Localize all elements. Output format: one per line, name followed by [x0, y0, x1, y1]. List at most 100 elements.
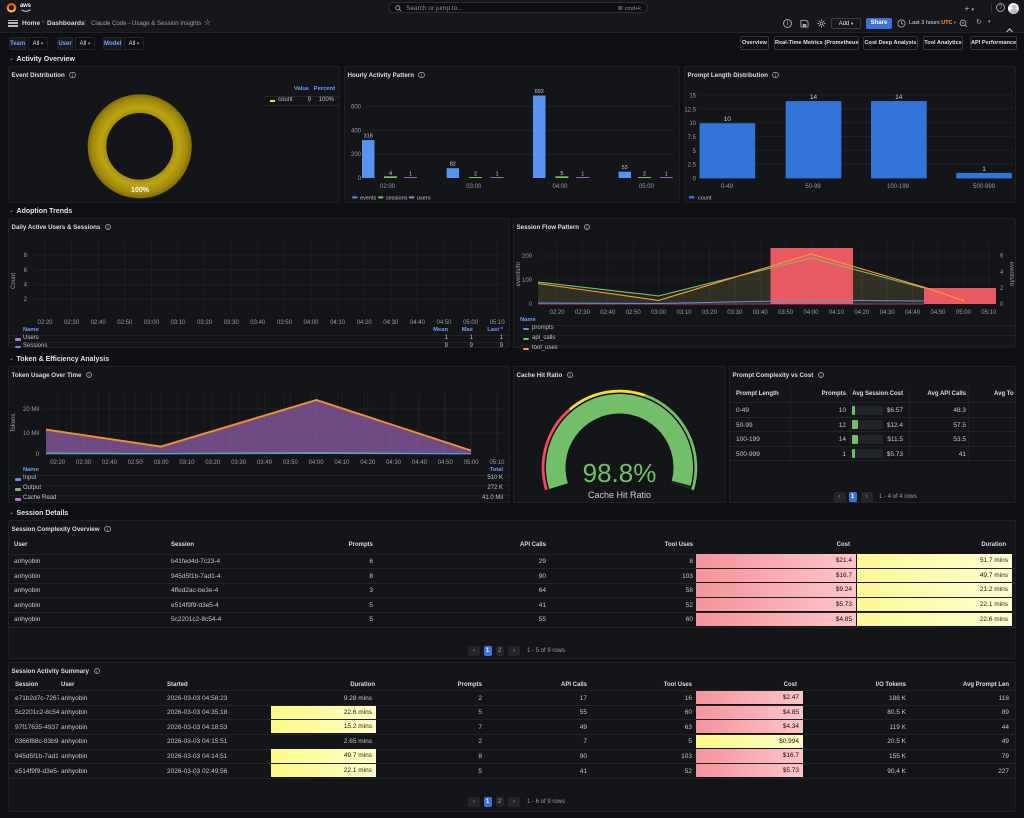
svg-text:1: 1: [982, 166, 986, 173]
svg-text:2: 2: [24, 297, 28, 303]
svg-text:2: 2: [474, 171, 477, 177]
svg-text:04:20: 04:20: [360, 460, 376, 466]
svg-text:6: 6: [1000, 254, 1004, 260]
svg-text:04:30: 04:30: [386, 460, 402, 466]
svg-text:04:10: 04:10: [334, 460, 350, 466]
svg-text:02:30: 02:30: [575, 310, 591, 316]
svg-text:4: 4: [24, 283, 28, 289]
svg-text:Cache Hit Ratio: Cache Hit Ratio: [588, 490, 651, 500]
svg-text:15: 15: [689, 94, 696, 100]
svg-text:0-49: 0-49: [721, 184, 734, 190]
svg-text:04:10: 04:10: [330, 320, 346, 326]
svg-text:03:50: 03:50: [277, 320, 293, 326]
svg-text:692: 692: [535, 89, 544, 95]
svg-text:02:20: 02:20: [37, 320, 53, 326]
svg-text:02:40: 02:40: [91, 320, 107, 326]
svg-text:04:50: 04:50: [438, 460, 454, 466]
svg-text:0: 0: [358, 176, 362, 182]
svg-text:02:20: 02:20: [50, 460, 66, 466]
svg-text:50-99: 50-99: [805, 184, 821, 190]
svg-text:03:50: 03:50: [778, 310, 794, 316]
svg-text:02:20: 02:20: [549, 310, 565, 316]
svg-text:02:40: 02:40: [600, 310, 616, 316]
svg-text:04:20: 04:20: [854, 310, 870, 316]
svg-text:03:40: 03:40: [257, 460, 273, 466]
svg-text:04:50: 04:50: [436, 320, 452, 326]
svg-text:Count: Count: [11, 273, 17, 289]
svg-text:03:40: 03:40: [753, 310, 769, 316]
svg-text:04:00: 04:00: [552, 184, 568, 190]
svg-text:4: 4: [1000, 270, 1004, 276]
svg-text:10: 10: [689, 121, 696, 127]
svg-text:sessions: sessions: [386, 196, 408, 202]
svg-text:04:40: 04:40: [412, 460, 428, 466]
svg-text:02:30: 02:30: [76, 460, 92, 466]
svg-text:0: 0: [36, 452, 40, 458]
svg-text:5: 5: [693, 149, 697, 155]
svg-text:10 Mil: 10 Mil: [23, 431, 39, 437]
svg-text:0: 0: [529, 302, 533, 308]
svg-text:02:30: 02:30: [64, 320, 80, 326]
svg-text:05:00: 05:00: [639, 184, 655, 190]
svg-text:03:10: 03:10: [179, 460, 195, 466]
svg-text:03:00: 03:00: [144, 320, 160, 326]
svg-text:02:50: 02:50: [626, 310, 642, 316]
svg-text:02:00: 02:00: [380, 184, 396, 190]
svg-text:04:50: 04:50: [930, 310, 946, 316]
svg-text:5: 5: [560, 171, 563, 177]
svg-text:20 Mil: 20 Mil: [23, 407, 39, 413]
svg-text:05:00: 05:00: [956, 310, 972, 316]
svg-text:14: 14: [895, 94, 903, 101]
svg-text:400: 400: [351, 128, 362, 134]
svg-text:05:00: 05:00: [463, 320, 479, 326]
svg-text:04:40: 04:40: [410, 320, 426, 326]
svg-text:events/hr: events/hr: [516, 262, 522, 287]
svg-text:04:40: 04:40: [905, 310, 921, 316]
svg-text:200: 200: [522, 254, 533, 260]
svg-text:1: 1: [409, 172, 412, 178]
svg-text:02:50: 02:50: [128, 460, 144, 466]
svg-text:04:20: 04:20: [357, 320, 373, 326]
svg-text:100-199: 100-199: [887, 184, 910, 190]
svg-text:600: 600: [351, 105, 362, 111]
svg-text:03:10: 03:10: [170, 320, 186, 326]
svg-text:users: users: [417, 196, 431, 202]
svg-text:04:00: 04:00: [803, 310, 819, 316]
svg-text:03:40: 03:40: [250, 320, 266, 326]
svg-text:05:00: 05:00: [464, 460, 480, 466]
svg-text:04:00: 04:00: [309, 460, 325, 466]
svg-text:03:30: 03:30: [231, 460, 247, 466]
svg-text:318: 318: [364, 134, 373, 140]
svg-text:03:10: 03:10: [676, 310, 692, 316]
svg-text:82: 82: [450, 162, 456, 168]
svg-text:04:00: 04:00: [303, 320, 319, 326]
svg-text:03:50: 03:50: [283, 460, 299, 466]
svg-text:03:00: 03:00: [651, 310, 667, 316]
svg-text:10: 10: [724, 116, 732, 123]
svg-text:14: 14: [810, 94, 818, 101]
svg-text:events: events: [360, 196, 376, 202]
svg-text:03:20: 03:20: [702, 310, 718, 316]
svg-text:1: 1: [665, 172, 668, 178]
svg-text:03:20: 03:20: [205, 460, 221, 466]
svg-text:02:50: 02:50: [117, 320, 133, 326]
svg-text:05:10: 05:10: [981, 310, 997, 316]
svg-text:Tokens: Tokens: [11, 413, 17, 432]
svg-text:4: 4: [389, 171, 392, 177]
svg-text:04:30: 04:30: [383, 320, 399, 326]
svg-text:1: 1: [581, 172, 584, 178]
svg-text:03:30: 03:30: [727, 310, 743, 316]
svg-text:02:40: 02:40: [102, 460, 118, 466]
svg-text:04:10: 04:10: [829, 310, 845, 316]
svg-text:03:00: 03:00: [154, 460, 170, 466]
svg-text:12.5: 12.5: [685, 107, 697, 113]
svg-text:6: 6: [24, 268, 28, 274]
svg-text:100: 100: [522, 278, 533, 284]
svg-text:04:30: 04:30: [880, 310, 896, 316]
svg-text:0: 0: [1000, 302, 1004, 308]
svg-text:1: 1: [495, 172, 498, 178]
svg-text:200: 200: [351, 152, 362, 158]
svg-text:03:00: 03:00: [466, 184, 482, 190]
svg-text:2: 2: [1000, 286, 1004, 292]
svg-text:53: 53: [622, 165, 628, 171]
